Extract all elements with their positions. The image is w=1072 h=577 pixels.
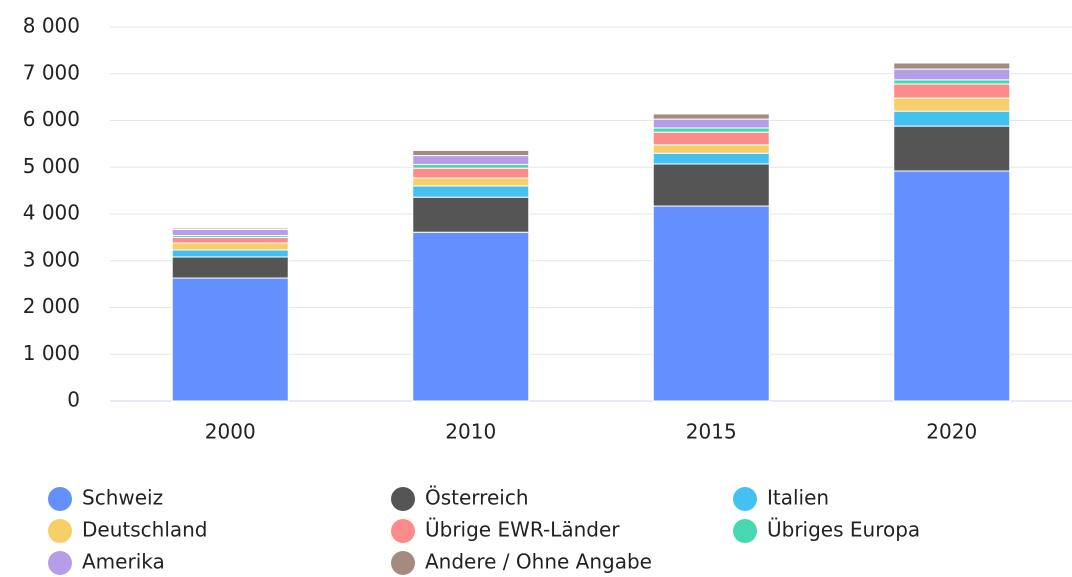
bar-segment <box>652 127 770 133</box>
bar-segment <box>652 205 770 402</box>
legend-swatch <box>48 551 72 575</box>
y-tick-label: 5 000 <box>23 154 80 178</box>
y-tick-label: 1 000 <box>23 341 80 365</box>
legend-swatch <box>391 519 415 543</box>
bar-segment <box>171 256 289 279</box>
bar-segment <box>171 242 289 251</box>
bar-segment <box>171 249 289 258</box>
legend-swatch <box>48 487 72 511</box>
y-tick-label: 2 000 <box>23 294 80 318</box>
bar-segment <box>893 68 1011 81</box>
legend-label: Übrige EWR-Länder <box>425 518 620 542</box>
y-tick-label: 8 000 <box>23 14 80 38</box>
y-tick-label: 7 000 <box>23 60 80 84</box>
bar-segment <box>412 167 530 179</box>
bar-segment <box>412 155 530 165</box>
bar-segment <box>171 236 289 244</box>
legend-swatch <box>391 487 415 511</box>
legend-label: Andere / Ohne Angabe <box>425 550 652 574</box>
bar-segment <box>652 152 770 165</box>
legend-swatch <box>48 519 72 543</box>
bar-segment <box>171 277 289 402</box>
bar-segment <box>652 144 770 154</box>
legend-label: Übriges Europa <box>767 518 920 542</box>
bar-segment <box>652 118 770 129</box>
bar-segment <box>893 62 1011 70</box>
bar-segment <box>412 149 530 157</box>
legend-swatch <box>733 519 757 543</box>
bar-segment <box>893 83 1011 99</box>
bar-segment <box>893 110 1011 127</box>
x-tick-label: 2020 <box>926 420 977 444</box>
bar-segment <box>652 163 770 207</box>
bar-segment <box>412 177 530 187</box>
bar-segment <box>412 196 530 233</box>
bar-segment <box>412 231 530 402</box>
bar-segment <box>893 79 1011 85</box>
legend-label: Deutschland <box>82 518 208 542</box>
legend-label: Österreich <box>425 486 529 510</box>
y-tick-label: 3 000 <box>23 247 80 271</box>
bar-segment <box>893 125 1011 172</box>
x-tick-label: 2000 <box>205 420 256 444</box>
bar-segment <box>171 227 289 230</box>
legend-label: Italien <box>767 486 829 510</box>
x-tick-label: 2015 <box>686 420 737 444</box>
y-tick-label: 0 <box>67 388 80 412</box>
bar-segment <box>652 131 770 146</box>
bar-segment <box>171 228 289 237</box>
y-tick-label: 6 000 <box>23 107 80 131</box>
legend-swatch <box>733 487 757 511</box>
legend-label: Amerika <box>82 550 165 574</box>
legend-label: Schweiz <box>82 486 163 510</box>
bar-segment <box>893 97 1011 112</box>
bar-segment <box>412 185 530 198</box>
bar-segment <box>893 170 1011 402</box>
y-tick-label: 4 000 <box>23 201 80 225</box>
bar-segment <box>412 163 530 169</box>
x-tick-label: 2010 <box>445 420 496 444</box>
bar-segment <box>652 113 770 120</box>
legend-swatch <box>391 551 415 575</box>
